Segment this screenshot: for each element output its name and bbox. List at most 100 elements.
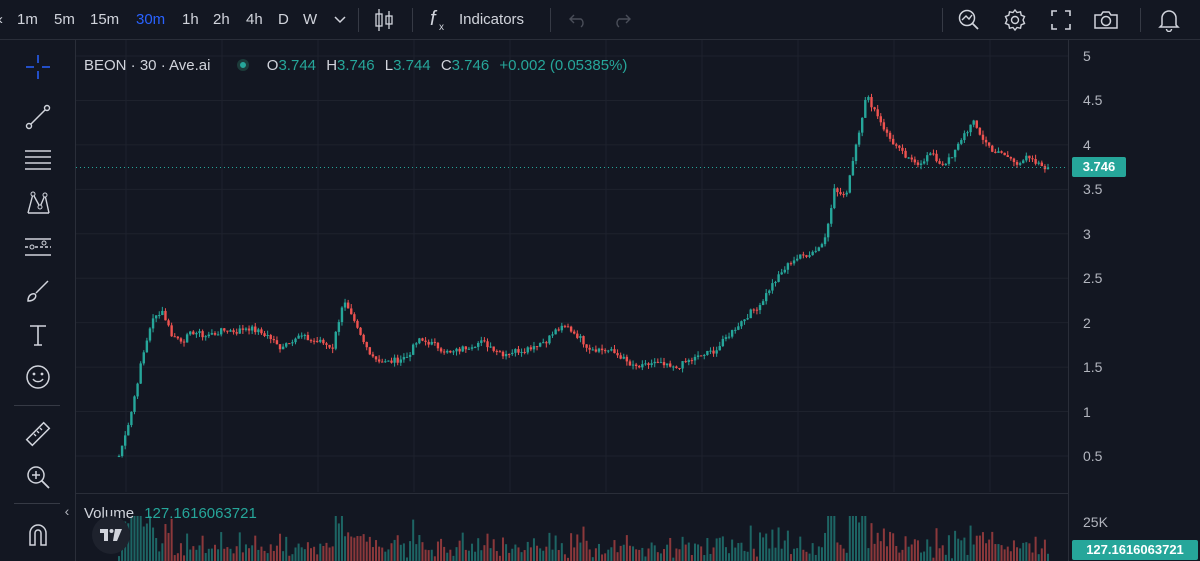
candle-body bbox=[805, 255, 808, 257]
emoji-icon[interactable] bbox=[19, 358, 57, 396]
volume-bar bbox=[148, 516, 151, 561]
forecast-icon[interactable] bbox=[19, 228, 57, 266]
candle-body bbox=[873, 107, 876, 110]
volume-bar bbox=[322, 545, 325, 561]
candle-body bbox=[195, 333, 198, 335]
volume-bar bbox=[789, 554, 792, 561]
magnet-icon[interactable] bbox=[19, 516, 57, 554]
symbol-title[interactable]: BEON · 30 · Ave.ai bbox=[84, 57, 211, 74]
candle-body bbox=[576, 333, 579, 338]
candle-body bbox=[1022, 160, 1025, 164]
candle-body bbox=[418, 338, 421, 344]
candle-body bbox=[123, 435, 127, 446]
volume-bar bbox=[412, 519, 415, 561]
candlestick-icon[interactable] bbox=[370, 0, 398, 40]
interval-w[interactable]: W bbox=[303, 11, 318, 28]
interval-d[interactable]: D bbox=[278, 11, 289, 28]
volume-bar bbox=[319, 543, 322, 561]
candle-body bbox=[263, 333, 266, 336]
bell-icon[interactable] bbox=[1154, 0, 1184, 40]
low-value: 3.744 bbox=[393, 57, 431, 74]
candle-body bbox=[610, 349, 613, 351]
volume-bar bbox=[436, 541, 439, 561]
chevron-down-icon[interactable] bbox=[330, 0, 350, 40]
interval-2h[interactable]: 2h bbox=[213, 11, 230, 28]
crosshair-icon[interactable] bbox=[19, 48, 57, 86]
candle-body bbox=[393, 357, 396, 363]
candle-body bbox=[771, 283, 774, 291]
interval-4h[interactable]: 4h bbox=[246, 11, 263, 28]
brush-icon[interactable] bbox=[19, 272, 57, 310]
candle-body bbox=[997, 151, 1000, 153]
candle-body bbox=[901, 147, 904, 151]
price-tick-label: 4.5 bbox=[1083, 92, 1103, 109]
candle-body bbox=[334, 331, 337, 349]
trend-line-icon[interactable] bbox=[19, 98, 57, 136]
volume-bar bbox=[895, 546, 898, 561]
candle-body bbox=[743, 319, 746, 322]
volume-chart[interactable] bbox=[76, 494, 1068, 561]
candle-body bbox=[904, 150, 907, 158]
volume-bar bbox=[539, 548, 542, 561]
volume-label: Volume bbox=[84, 505, 135, 522]
camera-icon[interactable] bbox=[1090, 0, 1122, 40]
candle-body bbox=[467, 348, 471, 350]
candle-body bbox=[520, 351, 523, 353]
redo-icon[interactable] bbox=[608, 0, 636, 40]
volume-bar bbox=[907, 546, 910, 561]
candle-body bbox=[532, 346, 536, 350]
volume-bar bbox=[920, 552, 923, 561]
price-axis[interactable]: 5 4.5 4 3.5 3 2.5 2 1.5 1 0.5 3.746 25K 127.16160… bbox=[1068, 40, 1200, 561]
candle-body bbox=[167, 320, 170, 326]
volume-bar bbox=[718, 537, 721, 561]
fullscreen-icon[interactable] bbox=[1046, 0, 1076, 40]
quick-search-icon[interactable] bbox=[954, 0, 984, 40]
scroll-left-icon[interactable]: ‹ bbox=[0, 0, 3, 40]
interval-1m[interactable]: 1m bbox=[17, 11, 38, 28]
volume-pane[interactable]: Volume 127.1616063721 bbox=[76, 493, 1068, 561]
volume-last-tag: 127.1616063721 bbox=[1072, 540, 1198, 560]
volume-bar bbox=[892, 533, 895, 561]
volume-bar bbox=[130, 516, 133, 561]
price-chart-pane[interactable]: BEON · 30 · Ave.ai O3.744 H3.746 L3.744 … bbox=[76, 40, 1068, 492]
price-tick-label: 3.5 bbox=[1083, 181, 1103, 198]
volume-bar bbox=[591, 557, 594, 561]
volume-bar bbox=[638, 549, 641, 561]
candle-body bbox=[706, 350, 709, 355]
settings-gear-icon[interactable] bbox=[1000, 0, 1030, 40]
candle-body bbox=[932, 153, 935, 155]
volume-bar bbox=[610, 547, 613, 561]
volume-bar bbox=[957, 538, 960, 561]
volume-bar bbox=[501, 537, 504, 561]
undo-icon[interactable] bbox=[564, 0, 592, 40]
text-icon[interactable] bbox=[19, 316, 57, 354]
volume-bar bbox=[433, 556, 436, 561]
indicators-button[interactable]: Indicators bbox=[459, 11, 525, 28]
volume-bar bbox=[532, 538, 535, 561]
candle-body bbox=[260, 329, 263, 334]
pattern-icon[interactable] bbox=[19, 184, 57, 222]
candle-body bbox=[786, 263, 790, 270]
volume-bar bbox=[901, 549, 904, 561]
volume-bar bbox=[486, 533, 489, 561]
candle-body bbox=[777, 274, 780, 282]
zoom-in-icon[interactable] bbox=[19, 458, 57, 496]
interval-5m[interactable]: 5m bbox=[54, 11, 75, 28]
candle-body bbox=[250, 326, 254, 331]
interval-1h[interactable]: 1h bbox=[182, 11, 199, 28]
interval-30m[interactable]: 30m bbox=[136, 11, 166, 28]
volume-bar bbox=[201, 535, 204, 561]
candle-body bbox=[851, 161, 855, 176]
candle-body bbox=[325, 343, 328, 345]
candle-body bbox=[978, 127, 982, 135]
fib-retracement-icon[interactable] bbox=[19, 141, 57, 179]
volume-bar bbox=[563, 554, 566, 561]
candle-body bbox=[517, 349, 520, 353]
ruler-icon[interactable] bbox=[19, 415, 57, 453]
volume-bar bbox=[777, 527, 780, 561]
interval-15m[interactable]: 15m bbox=[90, 11, 120, 28]
volume-bar bbox=[582, 526, 585, 561]
collapse-chevron-icon[interactable]: ‹ bbox=[64, 503, 70, 519]
price-chart[interactable] bbox=[76, 40, 1068, 492]
